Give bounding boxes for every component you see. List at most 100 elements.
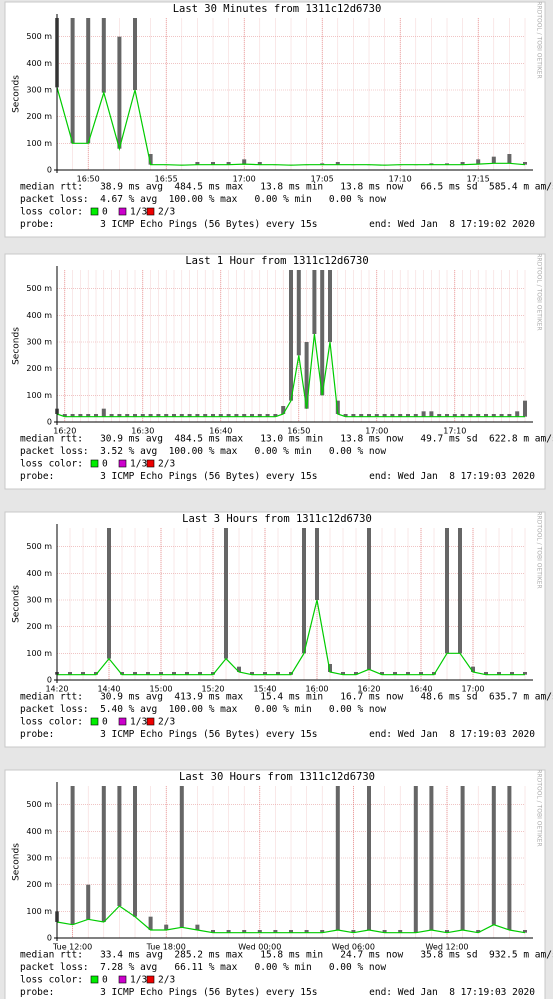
smoke-bar <box>315 528 319 600</box>
smoke-bar <box>195 414 200 417</box>
x-tick-label: 16:00 <box>305 685 328 694</box>
watermark: RRDTOOL / TOBI OETIKER <box>536 253 543 330</box>
smoke-bar <box>460 786 465 930</box>
smoke-bar <box>70 18 75 144</box>
smoke-bar <box>109 414 114 417</box>
x-tick-label: 15:00 <box>149 685 172 694</box>
smoke-bar <box>367 786 371 930</box>
smoke-bar <box>304 342 309 409</box>
x-tick-label: 17:10 <box>389 175 412 184</box>
smoke-bar <box>86 414 91 417</box>
smoke-bar <box>117 414 122 417</box>
y-axis-label: Seconds <box>12 75 22 113</box>
loss-swatch <box>90 207 99 216</box>
smoke-bar <box>413 414 418 417</box>
smoke-bar <box>351 930 356 933</box>
x-tick-label: 15:40 <box>253 685 276 694</box>
x-tick-label: 17:10 <box>443 427 466 436</box>
smoke-bar <box>328 664 332 672</box>
smoke-bar <box>302 528 306 654</box>
smoke-bar <box>476 159 481 165</box>
smoke-bar <box>471 666 475 672</box>
smoke-bar <box>382 930 387 933</box>
loss-swatch <box>118 975 127 984</box>
smoke-bar <box>351 414 356 417</box>
smoke-bar <box>328 270 332 342</box>
smoke-bar <box>211 672 215 675</box>
smoke-bar <box>406 672 410 675</box>
x-tick-label: 14:20 <box>45 685 68 694</box>
smoke-bar <box>185 672 189 675</box>
smoke-bar <box>445 528 449 654</box>
smoke-bar <box>250 414 254 417</box>
smoke-bar <box>289 930 293 933</box>
x-tick-label: 14:40 <box>97 685 120 694</box>
smoke-bar <box>257 930 262 933</box>
loss-legend-label: 1/3 <box>130 975 147 986</box>
loss-swatch <box>118 459 127 468</box>
x-tick-label: Tue 18:00 <box>146 943 186 952</box>
loss-legend-label: 0 <box>102 975 108 986</box>
smoke-bar <box>476 930 481 933</box>
y-tick-label: 300 m <box>26 338 52 347</box>
smoke-bar <box>94 672 98 675</box>
end-time: end: Wed Jan 8 17:19:03 2020 <box>369 729 535 740</box>
y-tick-label: 400 m <box>26 569 52 578</box>
smoke-bar <box>419 672 423 675</box>
smoke-bar <box>343 414 348 417</box>
smoke-bar <box>491 156 496 164</box>
smoke-bar <box>367 414 371 417</box>
smoke-bar <box>148 154 153 165</box>
loss-swatch <box>90 459 99 468</box>
smoke-bar <box>445 163 449 165</box>
smoke-bar <box>179 414 184 417</box>
smoke-bar <box>211 930 215 933</box>
y-tick-label: 500 m <box>26 32 52 41</box>
smoke-bar <box>491 414 496 417</box>
stats-line: packet loss: 4.67 % avg 100.00 % max 0.0… <box>20 194 386 205</box>
x-tick-label: 16:40 <box>209 427 232 436</box>
smoke-bar <box>304 930 309 933</box>
y-tick-label: 500 m <box>26 542 52 551</box>
smoke-bar <box>70 414 75 417</box>
y-axis-label: Seconds <box>12 843 22 881</box>
smoke-bar <box>312 270 317 334</box>
x-tick-label: Wed 12:00 <box>425 943 468 952</box>
x-tick-label: 15:20 <box>201 685 224 694</box>
smoke-bar <box>484 414 488 417</box>
y-tick-label: 300 m <box>26 854 52 863</box>
smoke-bar <box>510 672 514 675</box>
loss-swatch <box>146 975 155 984</box>
smoke-bar <box>78 414 83 417</box>
y-tick-label: 200 m <box>26 364 52 373</box>
y-tick-label: 500 m <box>26 800 52 809</box>
loss-legend-label: 1/3 <box>130 717 147 728</box>
smoke-bar <box>117 786 122 906</box>
smoke-bar <box>263 672 267 675</box>
y-tick-label: 100 m <box>26 649 52 658</box>
smoke-bar <box>335 786 340 930</box>
loss-legend-label: 2/3 <box>158 717 175 728</box>
smoke-bar <box>101 408 106 417</box>
smoke-bar <box>226 414 231 417</box>
smoke-bar <box>164 924 169 930</box>
smoke-bar <box>429 411 434 417</box>
y-tick-label: 200 m <box>26 622 52 631</box>
smoke-bar <box>320 930 325 933</box>
loss-swatch <box>146 459 155 468</box>
loss-legend-label: loss color: <box>20 975 83 986</box>
x-tick-label: 16:30 <box>131 427 154 436</box>
smoke-bar <box>218 414 223 417</box>
x-tick-label: 16:40 <box>409 685 432 694</box>
smoke-bar <box>276 672 280 675</box>
smoke-bar <box>499 414 504 417</box>
smoke-bar <box>242 159 247 165</box>
y-tick-label: 100 m <box>26 907 52 916</box>
smoke-bar <box>172 672 176 675</box>
smoke-bar <box>265 414 270 417</box>
smoke-bar <box>507 786 512 930</box>
smoke-bar <box>289 270 293 401</box>
smoke-bar <box>195 924 200 930</box>
stats-line: median rtt: 30.9 ms avg 413.9 ms max 15.… <box>20 692 553 703</box>
smoke-bar <box>335 400 340 414</box>
